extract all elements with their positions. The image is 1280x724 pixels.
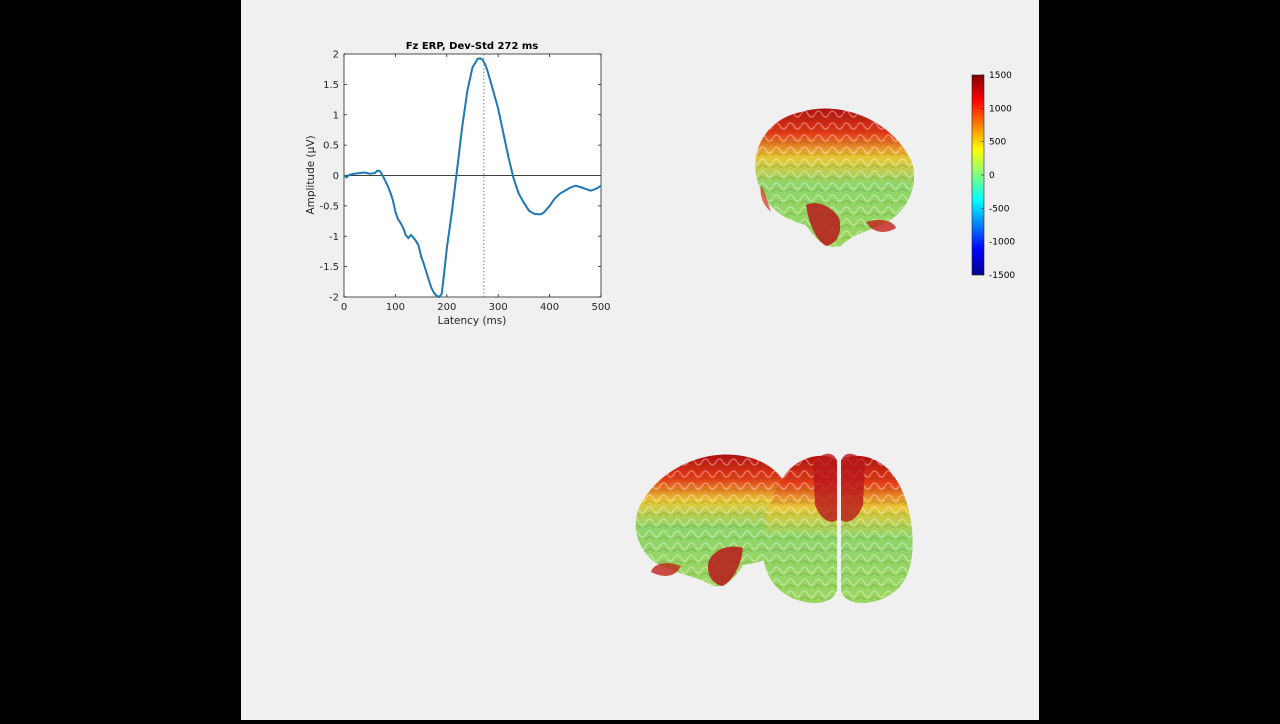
colorbar-ticks: 1500 1000 500 0 -500 -1000 -1500 [981, 71, 1015, 281]
matlab-figure: Fz ERP, Dev-Std 272 ms 0 100 200 300 400 500-… [241, 0, 1039, 720]
y-tick-label: -1.5 [319, 262, 339, 273]
y-tick-label: 1 [333, 110, 339, 121]
colorbar-tick-label: -1500 [989, 271, 1015, 281]
figure-canvas: Fz ERP, Dev-Std 272 ms 0 100 200 300 400 500-… [305, 41, 1015, 604]
series-line [343, 57, 602, 299]
brain-view-frontal [762, 452, 913, 604]
y-axis-label: Amplitude (μV) [305, 135, 317, 214]
y-tick-label: 0.5 [323, 141, 339, 152]
x-axis-label: Latency (ms) [438, 315, 507, 327]
erp-plot: Fz ERP, Dev-Std 272 ms 0 100 200 300 400 500 -… [305, 41, 611, 327]
x-tick-label: 500 [591, 302, 610, 313]
x-tick-label: 300 [489, 302, 508, 313]
axis-ticks: 0 100 200 300 400 500 -2 -1.5 -1 -0.5 0 0.5 1 1.5 2 [319, 50, 610, 314]
colorbar: 1500 1000 500 0 -500 -1000 -1500 [971, 71, 1015, 281]
y-tick-label: 0 [333, 171, 339, 182]
colorbar-tick-label: 0 [989, 171, 995, 181]
brain-view-left-lateral [755, 108, 915, 247]
y-tick-label: -0.5 [319, 201, 339, 212]
y-tick-label: -2 [329, 293, 339, 304]
y-tick-label: -1 [329, 232, 339, 243]
x-tick-label: 0 [341, 302, 347, 313]
x-tick-label: 100 [386, 302, 405, 313]
colorbar-tick-label: 1500 [989, 71, 1012, 81]
colorbar-tick-label: 500 [989, 138, 1006, 148]
plot-title: Fz ERP, Dev-Std 272 ms [406, 41, 539, 52]
brain-view-right-lateral [635, 454, 795, 587]
colorbar-tick-label: -1000 [989, 238, 1015, 248]
x-tick-label: 200 [437, 302, 456, 313]
colorbar-tick-label: 1000 [989, 104, 1012, 114]
x-tick-label: 400 [540, 302, 559, 313]
y-tick-label: 2 [333, 50, 339, 61]
y-tick-label: 1.5 [323, 80, 339, 91]
colorbar-tick-label: -500 [989, 204, 1010, 214]
